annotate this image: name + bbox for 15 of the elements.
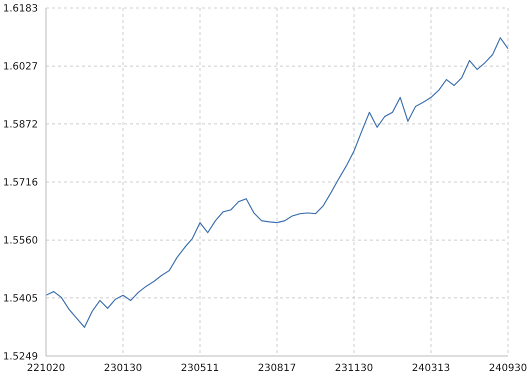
- x-tick-label: 231130: [334, 363, 374, 374]
- y-tick-label: 1.6183: [3, 4, 38, 15]
- y-tick-label: 1.5405: [3, 293, 38, 304]
- x-tick-label: 230511: [180, 363, 220, 374]
- x-tick-label: 221020: [26, 363, 66, 374]
- x-tick-label: 240313: [412, 363, 450, 374]
- y-tick-label: 1.5560: [3, 236, 38, 247]
- y-tick-label: 1.6027: [3, 62, 38, 73]
- y-tick-label: 1.5872: [3, 119, 38, 130]
- x-tick-label: 230817: [258, 363, 296, 374]
- x-tick-label: 230130: [104, 363, 142, 374]
- y-tick-label: 1.5249: [3, 352, 38, 363]
- line-series: [45, 37, 509, 328]
- y-tick-label: 1.5716: [3, 178, 38, 189]
- x-tick-label: 240930: [488, 363, 528, 374]
